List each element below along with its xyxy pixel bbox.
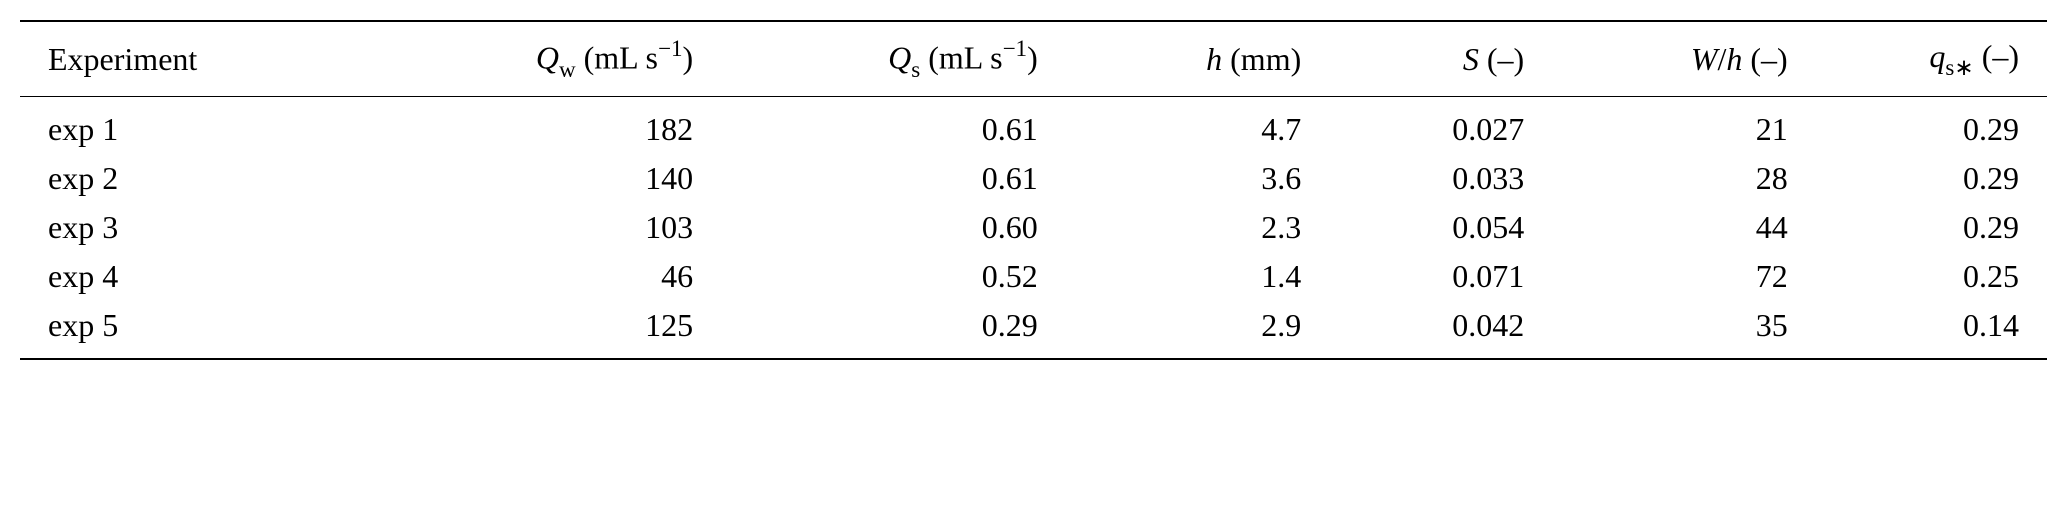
cell-h: 4.7 bbox=[1054, 97, 1318, 155]
table-row: exp 3 103 0.60 2.3 0.054 44 0.29 bbox=[20, 203, 2047, 252]
cell-s: 0.027 bbox=[1317, 97, 1540, 155]
cell-qw: 182 bbox=[365, 97, 710, 155]
header-qw-sub: w bbox=[559, 56, 576, 82]
header-qw-sym: Q bbox=[536, 40, 559, 76]
cell-experiment: exp 4 bbox=[20, 252, 365, 301]
header-s-unit: (–) bbox=[1479, 41, 1524, 77]
header-s: S (–) bbox=[1317, 21, 1540, 97]
cell-qsstar: 0.14 bbox=[1804, 301, 2047, 359]
cell-wh: 72 bbox=[1540, 252, 1804, 301]
header-s-sym: S bbox=[1463, 41, 1479, 77]
cell-qs: 0.29 bbox=[709, 301, 1054, 359]
header-experiment-label: Experiment bbox=[48, 41, 197, 77]
table-row: exp 4 46 0.52 1.4 0.071 72 0.25 bbox=[20, 252, 2047, 301]
header-experiment: Experiment bbox=[20, 21, 365, 97]
header-qs-sym: Q bbox=[888, 40, 911, 76]
header-h: h (mm) bbox=[1054, 21, 1318, 97]
header-qs-sub: s bbox=[911, 56, 920, 82]
cell-experiment: exp 5 bbox=[20, 301, 365, 359]
cell-wh: 35 bbox=[1540, 301, 1804, 359]
table-row: exp 2 140 0.61 3.6 0.033 28 0.29 bbox=[20, 154, 2047, 203]
header-qsstar: qs∗ (–) bbox=[1804, 21, 2047, 97]
cell-wh: 44 bbox=[1540, 203, 1804, 252]
header-qs-unit-close: ) bbox=[1027, 40, 1038, 76]
header-qsstar-sub: s∗ bbox=[1945, 54, 1973, 80]
cell-qsstar: 0.29 bbox=[1804, 154, 2047, 203]
cell-qsstar: 0.29 bbox=[1804, 203, 2047, 252]
header-wh-sym-a: W bbox=[1691, 41, 1718, 77]
cell-qs: 0.61 bbox=[709, 154, 1054, 203]
cell-qw: 140 bbox=[365, 154, 710, 203]
cell-wh: 28 bbox=[1540, 154, 1804, 203]
cell-qs: 0.52 bbox=[709, 252, 1054, 301]
header-h-sym: h bbox=[1206, 41, 1222, 77]
header-qs-unit-open: (mL s bbox=[920, 40, 1002, 76]
header-wh: W/h (–) bbox=[1540, 21, 1804, 97]
cell-s: 0.033 bbox=[1317, 154, 1540, 203]
cell-qs: 0.61 bbox=[709, 97, 1054, 155]
experiment-table: Experiment Qw (mL s−1) Qs (mL s−1) h (mm… bbox=[20, 20, 2047, 360]
header-qw-unit-close: ) bbox=[683, 40, 694, 76]
cell-experiment: exp 3 bbox=[20, 203, 365, 252]
cell-experiment: exp 2 bbox=[20, 154, 365, 203]
cell-experiment: exp 1 bbox=[20, 97, 365, 155]
cell-qw: 103 bbox=[365, 203, 710, 252]
cell-h: 1.4 bbox=[1054, 252, 1318, 301]
header-qs-sup: −1 bbox=[1003, 35, 1028, 61]
header-qsstar-sym: q bbox=[1929, 38, 1945, 74]
experiment-table-container: Experiment Qw (mL s−1) Qs (mL s−1) h (mm… bbox=[20, 20, 2047, 360]
header-qw-sup: −1 bbox=[658, 35, 683, 61]
cell-h: 2.3 bbox=[1054, 203, 1318, 252]
cell-qw: 46 bbox=[365, 252, 710, 301]
cell-s: 0.054 bbox=[1317, 203, 1540, 252]
cell-qw: 125 bbox=[365, 301, 710, 359]
table-row: exp 1 182 0.61 4.7 0.027 21 0.29 bbox=[20, 97, 2047, 155]
cell-qsstar: 0.25 bbox=[1804, 252, 2047, 301]
cell-h: 2.9 bbox=[1054, 301, 1318, 359]
header-qw: Qw (mL s−1) bbox=[365, 21, 710, 97]
header-h-unit: (mm) bbox=[1222, 41, 1301, 77]
table-row: exp 5 125 0.29 2.9 0.042 35 0.14 bbox=[20, 301, 2047, 359]
header-qsstar-unit: (–) bbox=[1974, 38, 2019, 74]
table-body: exp 1 182 0.61 4.7 0.027 21 0.29 exp 2 1… bbox=[20, 97, 2047, 360]
cell-s: 0.071 bbox=[1317, 252, 1540, 301]
cell-qs: 0.60 bbox=[709, 203, 1054, 252]
cell-s: 0.042 bbox=[1317, 301, 1540, 359]
cell-wh: 21 bbox=[1540, 97, 1804, 155]
header-wh-sym-b: h bbox=[1726, 41, 1742, 77]
table-header-row: Experiment Qw (mL s−1) Qs (mL s−1) h (mm… bbox=[20, 21, 2047, 97]
header-wh-unit: (–) bbox=[1742, 41, 1787, 77]
header-qs: Qs (mL s−1) bbox=[709, 21, 1054, 97]
header-qw-unit-open: (mL s bbox=[576, 40, 658, 76]
cell-qsstar: 0.29 bbox=[1804, 97, 2047, 155]
cell-h: 3.6 bbox=[1054, 154, 1318, 203]
